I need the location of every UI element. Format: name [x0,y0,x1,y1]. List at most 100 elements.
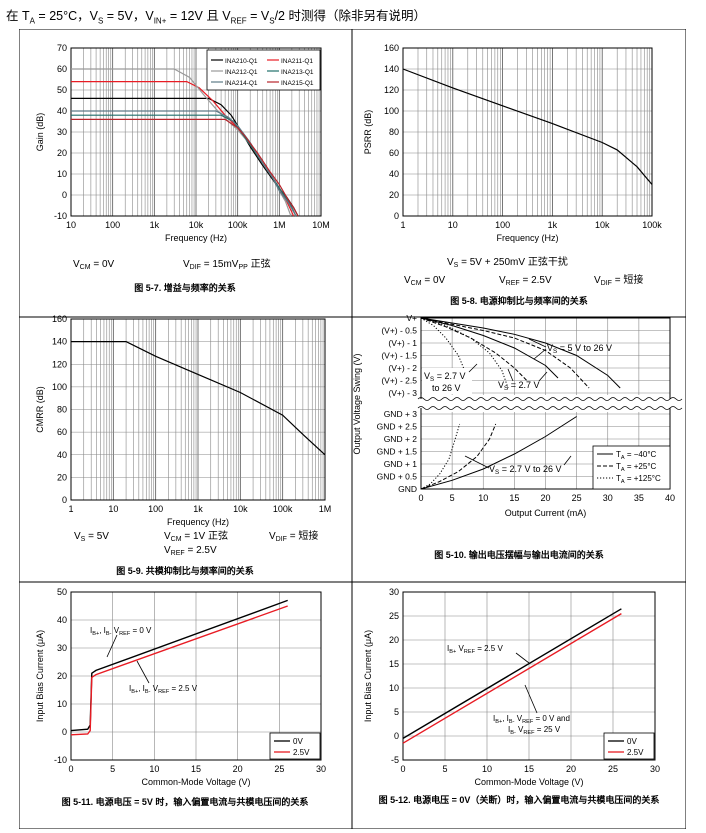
y-tick-label: 0 [394,731,399,741]
x-tick-label: 35 [634,493,644,503]
x-tick-label: 10 [448,220,458,230]
y-tick-label: 120 [384,85,399,95]
x-tick-label: 5 [442,764,447,774]
annotation-vs-2-7: VS = 2.7 V [424,371,466,383]
y-tick-label: 40 [57,615,67,625]
annotation-leader [464,455,490,469]
y-tick-label: (V+) - 3 [388,388,417,398]
figure-caption: 图 5-9. 共模抑制比与频率间的关系 [116,565,254,576]
legend-label: 2.5V [627,748,644,757]
break-line-top [417,397,683,401]
condition-vcm: VCM = 1V 正弦 [164,529,228,543]
x-axis-label: Common-Mode Voltage (V) [141,777,250,787]
x-tick-label: 25 [274,764,284,774]
y-tick-label: 40 [57,106,67,116]
condition-vref: VREF = 2.5V [164,545,217,557]
y-tick-label: 20 [57,148,67,158]
x-tick-label: 10k [595,220,610,230]
x-tick-label: 1k [548,220,558,230]
y-tick-label: 0 [62,727,67,737]
annotation-vs-range: VS = 2.7 V to 26 V [489,464,562,476]
x-tick-label: 100k [642,220,662,230]
y-tick-label: 20 [389,635,399,645]
x-tick-label: 20 [233,764,243,774]
panel-frame-5 [19,581,353,829]
x-tick-label: 10 [149,764,159,774]
annotation-leader [507,368,514,382]
annotation-leader [468,363,478,373]
series-line-1 [71,97,299,217]
annotation-vref-2-5: IB+ VREF = 2.5 V [447,644,503,655]
series-line-1 [71,341,326,456]
panel-frames [19,29,686,829]
y-tick-label: 140 [52,337,67,347]
annotation-leader [106,634,118,658]
y-tick-label: 160 [384,43,399,53]
x-axis-label: Output Current (mA) [505,508,587,518]
y-tick-label: 140 [384,64,399,74]
x-tick-label: 1k [193,504,203,514]
plot-area [402,47,653,217]
x-axis-label: Frequency (Hz) [167,517,229,527]
series-line-1 [402,608,622,740]
y-tick-label: 80 [389,127,399,137]
condition-vdif: VDIF = 15mVPP 正弦 [183,257,271,271]
y-tick-label: 60 [57,427,67,437]
y-axis-label: Gain (dB) [35,113,45,152]
legend-label: INA214-Q1 [225,80,258,87]
x-axis-label: Common-Mode Voltage (V) [474,777,583,787]
y-axis-label: Input Bias Current (μA) [363,630,373,722]
plot-area [70,591,322,761]
y-tick-label: GND + 0.5 [377,472,418,482]
y-tick-label: -10 [54,755,67,765]
legend-label: INA213-Q1 [281,69,314,76]
legend-label: TA = +25°C [616,462,657,473]
condition-vcm: VCM = 0V [404,275,446,287]
condition-vcm: VCM = 0V [73,259,115,271]
x-tick-label: 100k [273,504,293,514]
y-tick-label: 5 [394,707,399,717]
plot-area [70,47,322,217]
y-tick-label: 30 [389,587,399,597]
legend-box [603,732,655,760]
plot-area [70,318,326,501]
y-tick-label: GND [398,484,417,494]
panel-psrr-vs-frequency: 0 20 40 60 80 100 120 140 160 1 10 100 1k 10k 100k Freq… [363,43,662,306]
annotation-vref-0: IB+, IB- VREF = 0 V and [493,714,570,725]
y-tick-label: GND + 1.5 [377,447,418,457]
series-bottom-3 [420,423,461,490]
annotation-vref-2-5: IB+, IB- VREF = 2.5 V [129,684,198,695]
condition-vs: VS = 5V [74,531,109,543]
y-axis-label: PSRR (dB) [363,110,373,155]
x-tick-label: 1 [68,504,73,514]
x-tick-label: 10 [482,764,492,774]
x-tick-label: 10M [312,220,330,230]
x-tick-label: 20 [566,764,576,774]
page-header: 在 TA = 25°C，VS = 5V，VIN+ = 12V 且 VREF = … [6,9,426,26]
plot-area [402,591,656,761]
plot-border-top [420,317,671,399]
series-bottom-1 [420,416,577,490]
x-tick-label: 1M [273,220,286,230]
series-top-4 [420,317,559,379]
x-axis-label: Frequency (Hz) [496,233,558,243]
y-tick-label: 0 [62,190,67,200]
annotation-bg [422,368,472,394]
y-tick-label: 100 [384,106,399,116]
annotation-leader [538,371,548,382]
legend-label: 0V [627,737,637,746]
x-tick-label: 10 [478,493,488,503]
series-line-3 [71,68,292,217]
annotation-vref-25: IB- VREF = 25 V [508,725,561,736]
y-tick-label: 25 [389,611,399,621]
figure-caption: 图 5-11. 电源电压 = 5V 时，输入偏置电流与共模电压间的关系 [62,796,309,807]
annotation-leader [524,684,538,714]
y-tick-label: 70 [57,43,67,53]
x-tick-label: 15 [191,764,201,774]
break-line-bottom [417,406,683,410]
y-tick-label: 160 [52,314,67,324]
annotation-leader [563,455,572,466]
y-tick-label: 10 [57,699,67,709]
legend-label: INA210-Q1 [225,58,258,65]
